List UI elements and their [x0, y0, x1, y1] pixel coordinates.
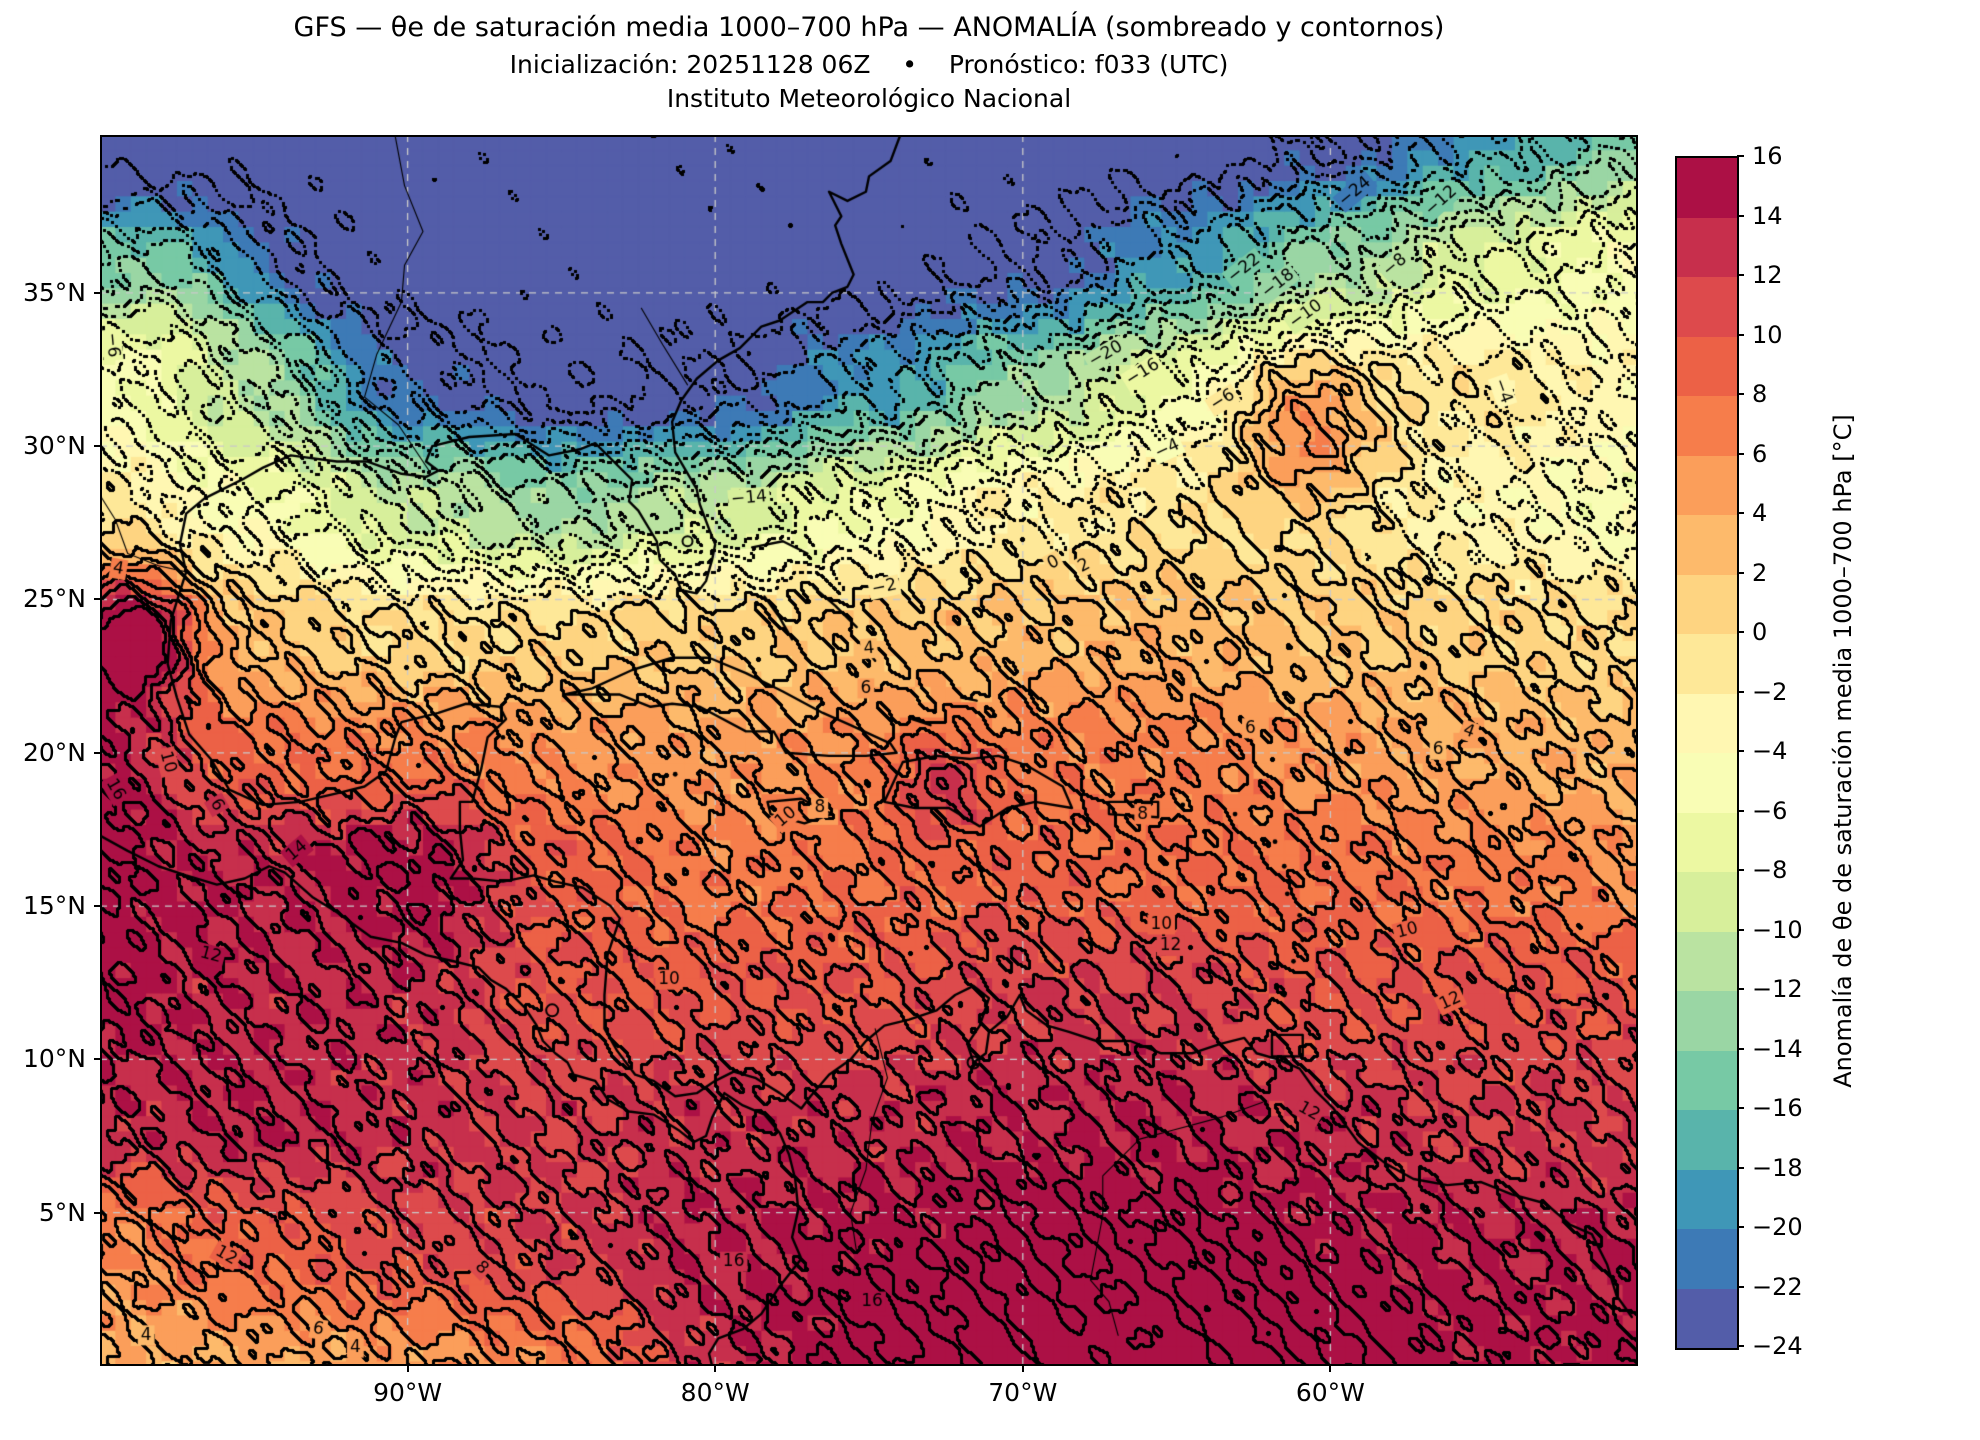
colorbar-tick-mark [1737, 274, 1744, 276]
colorbar-tick-label: −6 [1752, 796, 1788, 825]
x-axis-tick-mark [1329, 1366, 1332, 1372]
colorbar-tick-label: −20 [1752, 1213, 1803, 1241]
x-axis-tick-label: 80°W [680, 1378, 750, 1407]
x-axis-tick-mark [406, 1366, 409, 1372]
colorbar-segment [1677, 1050, 1737, 1110]
colorbar-segment [1677, 1288, 1737, 1348]
x-axis-tick-label: 70°W [988, 1378, 1058, 1407]
y-axis-tick-label: 15°N [22, 891, 86, 921]
colorbar-tick-label: −22 [1752, 1272, 1803, 1301]
colorbar-tick-label: 16 [1752, 142, 1783, 170]
colorbar-segment [1677, 574, 1737, 634]
colorbar-axis-label: Anomalía de θe de saturación media 1000–… [1829, 414, 1857, 1088]
colorbar-segment [1677, 1110, 1737, 1170]
colorbar-tick-label: −8 [1752, 856, 1788, 884]
y-axis-tick-mark [94, 598, 100, 601]
page-title: GFS — θe de saturación media 1000–700 hP… [293, 12, 1445, 43]
colorbar-tick-mark [1737, 1226, 1744, 1228]
y-axis-tick-label: 20°N [22, 737, 86, 767]
colorbar-tick-label: −24 [1752, 1332, 1803, 1360]
colorbar-segment [1677, 693, 1737, 753]
colorbar-tick-mark [1737, 869, 1744, 871]
colorbar-tick-mark [1737, 1107, 1744, 1109]
y-axis-tick-label: 5°N [38, 1197, 86, 1227]
colorbar-tick-label: 8 [1752, 380, 1768, 408]
colorbar-tick-mark [1737, 333, 1744, 336]
colorbar-tick-label: −12 [1752, 975, 1803, 1003]
y-axis-tick-mark [94, 905, 100, 908]
colorbar-tick-mark [1737, 1345, 1744, 1347]
colorbar-tick-label: −16 [1752, 1094, 1803, 1122]
colorbar-tick-mark [1737, 1047, 1744, 1050]
title-institution: Instituto Meteorológico Nacional [666, 84, 1072, 113]
colorbar-segment [1677, 515, 1737, 575]
colorbar-tick-mark [1737, 631, 1744, 633]
colorbar-tick-mark [1737, 809, 1744, 812]
colorbar-segment [1677, 634, 1737, 694]
y-axis-tick-label: 10°N [22, 1044, 86, 1074]
colorbar-tick-mark [1737, 750, 1744, 752]
colorbar-segment [1677, 158, 1737, 218]
colorbar-tick-label: −4 [1752, 737, 1788, 765]
colorbar-tick-mark [1737, 214, 1744, 217]
y-axis-tick-mark [94, 1058, 100, 1061]
x-axis-tick-mark [714, 1366, 717, 1372]
colorbar-tick-label: 2 [1752, 558, 1768, 587]
colorbar-tick-mark [1737, 1166, 1744, 1169]
y-axis-tick-mark [94, 751, 100, 754]
colorbar-segment [1677, 812, 1737, 872]
colorbar-tick-mark [1737, 690, 1744, 693]
colorbar-tick-mark [1737, 155, 1744, 157]
colorbar-segment [1677, 336, 1737, 396]
colorbar-tick-label: 4 [1752, 499, 1768, 527]
y-axis-tick-mark [94, 291, 100, 294]
anomaly-map-canvas [100, 135, 1638, 1366]
x-axis-tick-label: 60°W [1295, 1378, 1365, 1407]
colorbar-segment [1677, 991, 1737, 1051]
colorbar-tick-label: 14 [1752, 201, 1783, 230]
title-init-forecast: Inicialización: 20251128 06Z • Pronóstic… [509, 50, 1229, 79]
colorbar-segment [1677, 872, 1737, 932]
colorbar-tick-mark [1737, 512, 1744, 514]
y-axis-tick-mark [94, 1211, 100, 1214]
colorbar-tick-label: 6 [1752, 439, 1768, 468]
y-axis-tick-label: 35°N [22, 277, 86, 307]
y-axis-tick-label: 25°N [22, 584, 86, 614]
colorbar-segment [1677, 1229, 1737, 1289]
colorbar [1675, 156, 1739, 1350]
colorbar-segment [1677, 455, 1737, 515]
colorbar-tick-label: −14 [1752, 1034, 1803, 1063]
colorbar-tick-label: −10 [1752, 915, 1803, 944]
colorbar-segment [1677, 396, 1737, 456]
colorbar-tick-label: −18 [1752, 1153, 1803, 1182]
colorbar-tick-mark [1737, 988, 1744, 990]
y-axis-tick-label: 30°N [22, 431, 86, 461]
colorbar-segment [1677, 277, 1737, 337]
colorbar-tick-mark [1737, 393, 1744, 395]
colorbar-segment [1677, 1169, 1737, 1229]
colorbar-tick-label: 10 [1752, 320, 1783, 349]
colorbar-tick-label: 0 [1752, 618, 1768, 646]
colorbar-tick-mark [1737, 452, 1744, 455]
colorbar-tick-mark [1737, 1285, 1744, 1288]
colorbar-tick-label: −2 [1752, 677, 1788, 706]
x-axis-tick-label: 90°W [373, 1378, 443, 1407]
colorbar-tick-mark [1737, 928, 1744, 931]
colorbar-tick-label: 12 [1752, 261, 1783, 289]
colorbar-segment [1677, 931, 1737, 991]
colorbar-segment [1677, 753, 1737, 813]
y-axis-tick-mark [94, 445, 100, 448]
x-axis-tick-mark [1021, 1366, 1024, 1372]
colorbar-tick-mark [1737, 571, 1744, 574]
colorbar-segment [1677, 217, 1737, 277]
